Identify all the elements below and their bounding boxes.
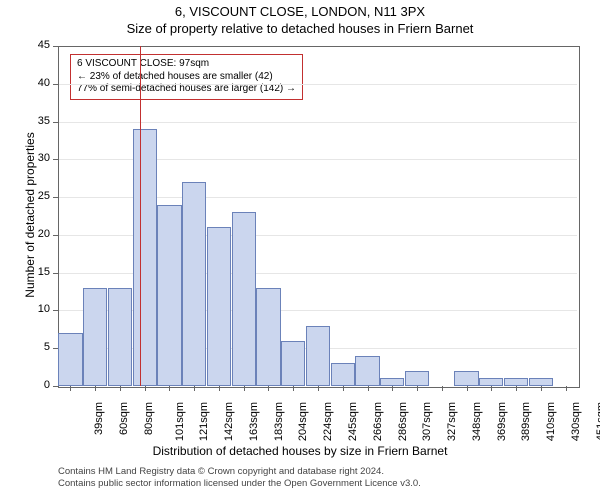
xtick-mark [516,386,517,391]
xtick-label: 451sqm [595,402,600,441]
ytick-label: 40 [26,77,50,89]
xtick-label: 224sqm [322,402,334,441]
bar [281,341,305,386]
bar [58,333,82,386]
xtick-mark [145,386,146,391]
bar [207,227,231,386]
ytick-mark [53,310,58,311]
bar [529,378,553,386]
xtick-mark [392,386,393,391]
annotation-line: ← 23% of detached houses are smaller (42… [77,71,296,84]
xtick-label: 60sqm [118,402,130,435]
ytick-mark [53,46,58,47]
bar [355,356,379,386]
ytick-label: 15 [26,266,50,278]
bar [380,378,404,386]
xtick-mark [120,386,121,391]
xtick-mark [169,386,170,391]
bar [454,371,478,386]
gridline-h [59,122,577,123]
bar [83,288,107,386]
xtick-mark [491,386,492,391]
xtick-mark [268,386,269,391]
xtick-mark [442,386,443,391]
ytick-label: 0 [26,379,50,391]
ytick-mark [53,122,58,123]
annotation-line: 6 VISCOUNT CLOSE: 97sqm [77,58,296,71]
xtick-label: 369sqm [496,402,508,441]
ytick-mark [53,235,58,236]
gridline-h [59,84,577,85]
xtick-label: 348sqm [471,402,483,441]
xtick-mark [541,386,542,391]
xtick-label: 101sqm [174,402,186,441]
xtick-mark [343,386,344,391]
bar [504,378,528,386]
footer-attribution: Contains HM Land Registry data © Crown c… [58,466,421,490]
xtick-label: 204sqm [298,402,310,441]
bar [331,363,355,386]
chart-title-block: 6, VISCOUNT CLOSE, LONDON, N11 3PX Size … [0,4,600,36]
xtick-label: 183sqm [273,402,285,441]
ytick-label: 5 [26,341,50,353]
y-axis-label: Number of detached properties [23,115,37,315]
xtick-label: 286sqm [397,402,409,441]
bar [306,326,330,386]
bar [182,182,206,386]
xtick-mark [368,386,369,391]
xtick-mark [70,386,71,391]
bar [256,288,280,386]
xtick-mark [194,386,195,391]
ytick-label: 20 [26,228,50,240]
xtick-label: 142sqm [223,402,235,441]
annotation-line: 77% of semi-detached houses are larger (… [77,83,296,96]
xtick-label: 389sqm [520,402,532,441]
chart-title-line2: Size of property relative to detached ho… [0,21,600,36]
xtick-mark [417,386,418,391]
xtick-label: 39sqm [93,402,105,435]
footer-line: Contains public sector information licen… [58,478,421,490]
xtick-label: 121sqm [199,402,211,441]
ytick-mark [53,273,58,274]
xtick-mark [566,386,567,391]
bar [133,129,157,386]
ytick-label: 25 [26,190,50,202]
bar [157,205,181,386]
x-axis-label: Distribution of detached houses by size … [0,444,600,458]
xtick-label: 327sqm [446,402,458,441]
xtick-mark [95,386,96,391]
xtick-mark [293,386,294,391]
annotation-box: 6 VISCOUNT CLOSE: 97sqm ← 23% of detache… [70,54,303,100]
bar [479,378,503,386]
xtick-label: 307sqm [421,402,433,441]
ytick-mark [53,159,58,160]
reference-line [140,46,141,386]
bar [108,288,132,386]
xtick-label: 430sqm [570,402,582,441]
xtick-mark [219,386,220,391]
xtick-label: 266sqm [372,402,384,441]
ytick-label: 30 [26,152,50,164]
footer-line: Contains HM Land Registry data © Crown c… [58,466,421,478]
ytick-mark [53,197,58,198]
ytick-label: 35 [26,115,50,127]
xtick-mark [244,386,245,391]
xtick-mark [318,386,319,391]
ytick-label: 10 [26,303,50,315]
chart-title-line1: 6, VISCOUNT CLOSE, LONDON, N11 3PX [0,4,600,19]
xtick-label: 163sqm [248,402,260,441]
xtick-label: 245sqm [347,402,359,441]
bar [405,371,429,386]
xtick-mark [467,386,468,391]
ytick-mark [53,386,58,387]
xtick-label: 410sqm [545,402,557,441]
xtick-label: 80sqm [143,402,155,435]
bar [232,212,256,386]
ytick-mark [53,84,58,85]
ytick-label: 45 [26,39,50,51]
